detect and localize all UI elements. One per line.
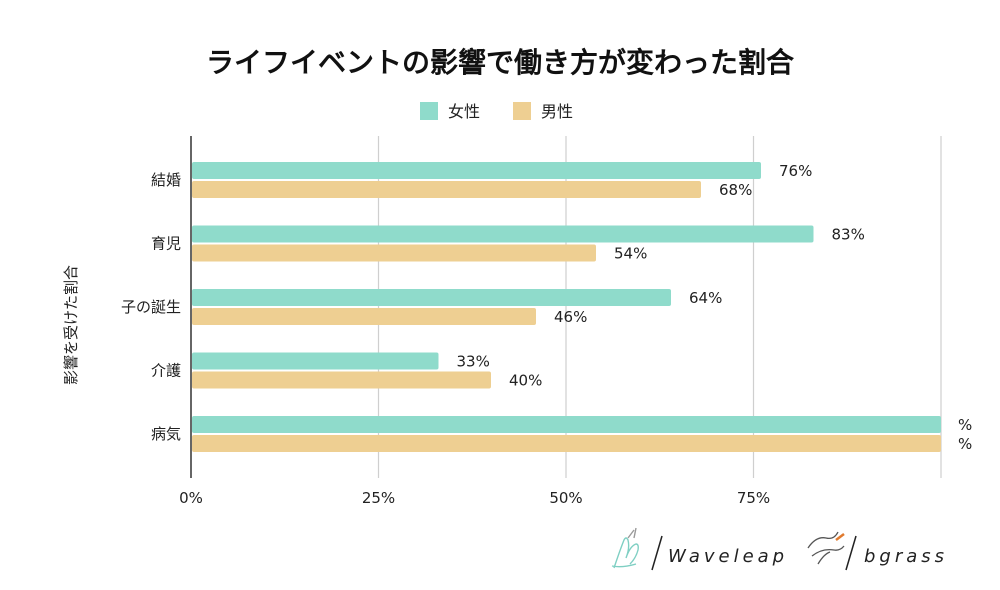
bar-male (192, 435, 941, 452)
value-label: 40% (509, 372, 542, 390)
x-tick-label: 0% (179, 489, 203, 507)
bar-female (192, 225, 814, 243)
chart-title: ライフイベントの影響で働き方が変わった割合 (206, 46, 795, 79)
bar-male (192, 308, 536, 325)
bgrass-logo-text: bgrass (864, 546, 948, 567)
x-tick-label: 50% (549, 489, 582, 507)
bar-female (192, 416, 941, 433)
value-label: % (958, 416, 972, 434)
legend: 女性 男性 (420, 102, 573, 121)
bar-male (192, 371, 491, 389)
category-label: 子の誕生 (121, 298, 181, 316)
bgrass-logo: bgrass (807, 531, 948, 571)
waveleap-mark-icon (611, 527, 639, 569)
bars (192, 162, 941, 452)
value-label: 68% (719, 181, 752, 199)
bar-female (192, 352, 439, 370)
value-label: 76% (779, 162, 812, 180)
value-label: 46% (554, 308, 587, 326)
category-label: 病気 (151, 425, 181, 443)
legend-swatch-female (420, 102, 438, 120)
legend-label-female: 女性 (448, 102, 480, 121)
x-tick-label: 25% (362, 489, 395, 507)
value-label: 33% (457, 353, 490, 371)
bgrass-slash (845, 535, 857, 571)
x-tick-labels: 0% 25% 50% 75% (179, 489, 770, 507)
bgrass-mark-icon (807, 531, 845, 565)
value-label: 83% (832, 226, 865, 244)
bar-female (192, 162, 761, 179)
x-tick-label: 75% (737, 489, 770, 507)
category-label: 育児 (151, 235, 181, 253)
bar-male (192, 181, 701, 198)
waveleap-logo: Waveleap (611, 527, 788, 571)
legend-label-male: 男性 (541, 102, 573, 121)
waveleap-slash (651, 535, 663, 571)
legend-swatch-male (513, 102, 531, 120)
value-label: 64% (689, 289, 722, 307)
bar-female (192, 289, 671, 306)
bar-male (192, 244, 596, 262)
value-label: 54% (614, 245, 647, 263)
waveleap-logo-text: Waveleap (668, 546, 788, 567)
value-label: % (958, 435, 972, 453)
y-axis-label: 影響を受けた割合 (62, 265, 80, 385)
value-labels: 76% 68% 83% 54% 64% 46% 33% 40%%% (457, 162, 973, 453)
category-label: 結婚 (151, 171, 181, 189)
category-label: 介護 (151, 362, 181, 380)
